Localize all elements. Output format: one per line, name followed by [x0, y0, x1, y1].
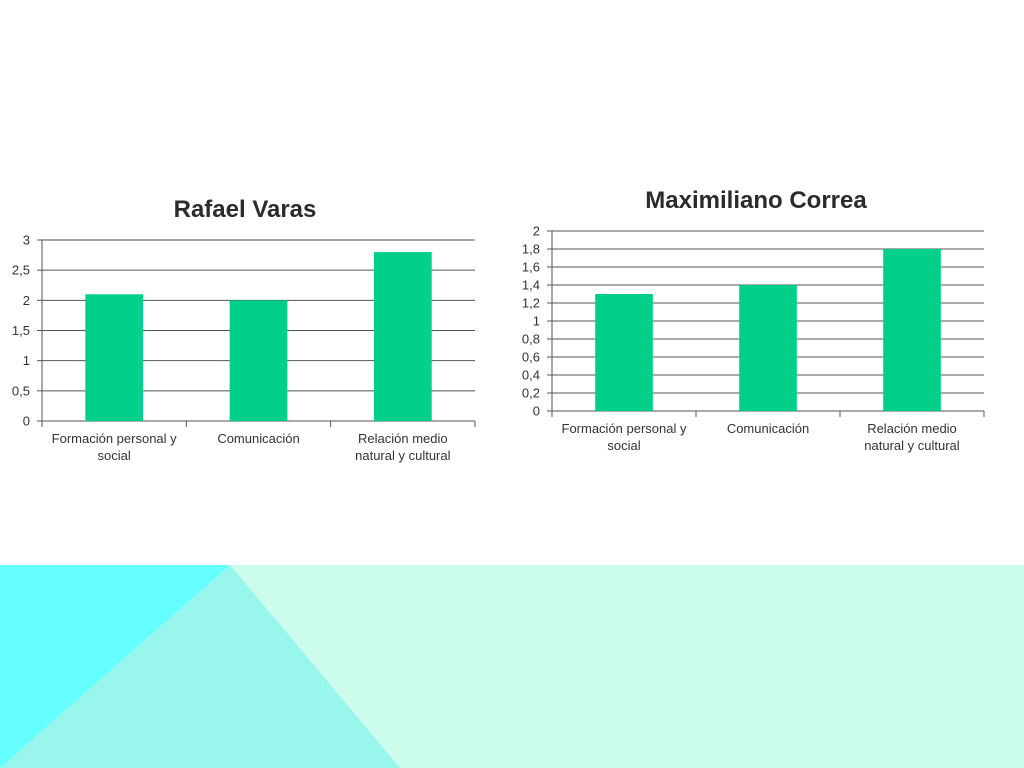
chart-title: Maximiliano Correa: [645, 187, 867, 214]
y-tick-label: 2,5: [12, 263, 30, 278]
y-tick-label: 1: [533, 314, 540, 329]
bar-1: [85, 294, 144, 421]
y-tick-label: 0,5: [12, 383, 30, 398]
y-tick-label: 1,4: [522, 278, 540, 293]
y-tick-label: 0,8: [522, 332, 540, 347]
chart-maximiliano-correa: Maximiliano Correa 0 0,2 0,4 0,6 0,8 1 1,2 1,4 1…: [522, 187, 985, 453]
y-tick-label: 1,8: [522, 242, 540, 257]
x-category-label: Formación personal y: [52, 431, 177, 446]
bar-1: [595, 294, 653, 411]
y-tick-label: 0: [533, 404, 540, 419]
bar-2: [739, 285, 797, 411]
y-tick-label: 1,5: [12, 323, 30, 338]
y-tick-label: 3: [23, 233, 30, 248]
footer-cyan-band: [0, 565, 230, 768]
x-category-label: social: [607, 438, 640, 453]
chart-title: Rafael Varas: [174, 196, 317, 223]
y-tick-label: 0,4: [522, 368, 540, 383]
x-category-label: Relación medio: [358, 431, 448, 446]
y-tick-label: 0,6: [522, 350, 540, 365]
chart-rafael-varas: Rafael Varas 0 0,5 1 1,5 2 2,5 3 Formación pers…: [12, 196, 476, 463]
x-category-label: Comunicación: [727, 421, 809, 436]
x-category-label: Relación medio: [867, 421, 957, 436]
x-category-label: Comunicación: [217, 431, 299, 446]
y-tick-label: 2: [23, 293, 30, 308]
y-tick-label: 1,2: [522, 296, 540, 311]
y-tick-label: 0: [23, 414, 30, 429]
x-category-label: natural y cultural: [864, 438, 959, 453]
y-tick-label: 1: [23, 353, 30, 368]
y-tick-label: 1,6: [522, 260, 540, 275]
y-tick-label: 2: [533, 224, 540, 239]
bar-3: [883, 249, 941, 411]
y-tick-label: 0,2: [522, 386, 540, 401]
x-category-label: natural y cultural: [355, 448, 450, 463]
x-category-label: social: [98, 448, 131, 463]
bar-3: [373, 252, 432, 421]
x-category-label: Formación personal y: [562, 421, 687, 436]
bar-2: [229, 300, 288, 421]
footer-decoration: [0, 565, 1024, 768]
